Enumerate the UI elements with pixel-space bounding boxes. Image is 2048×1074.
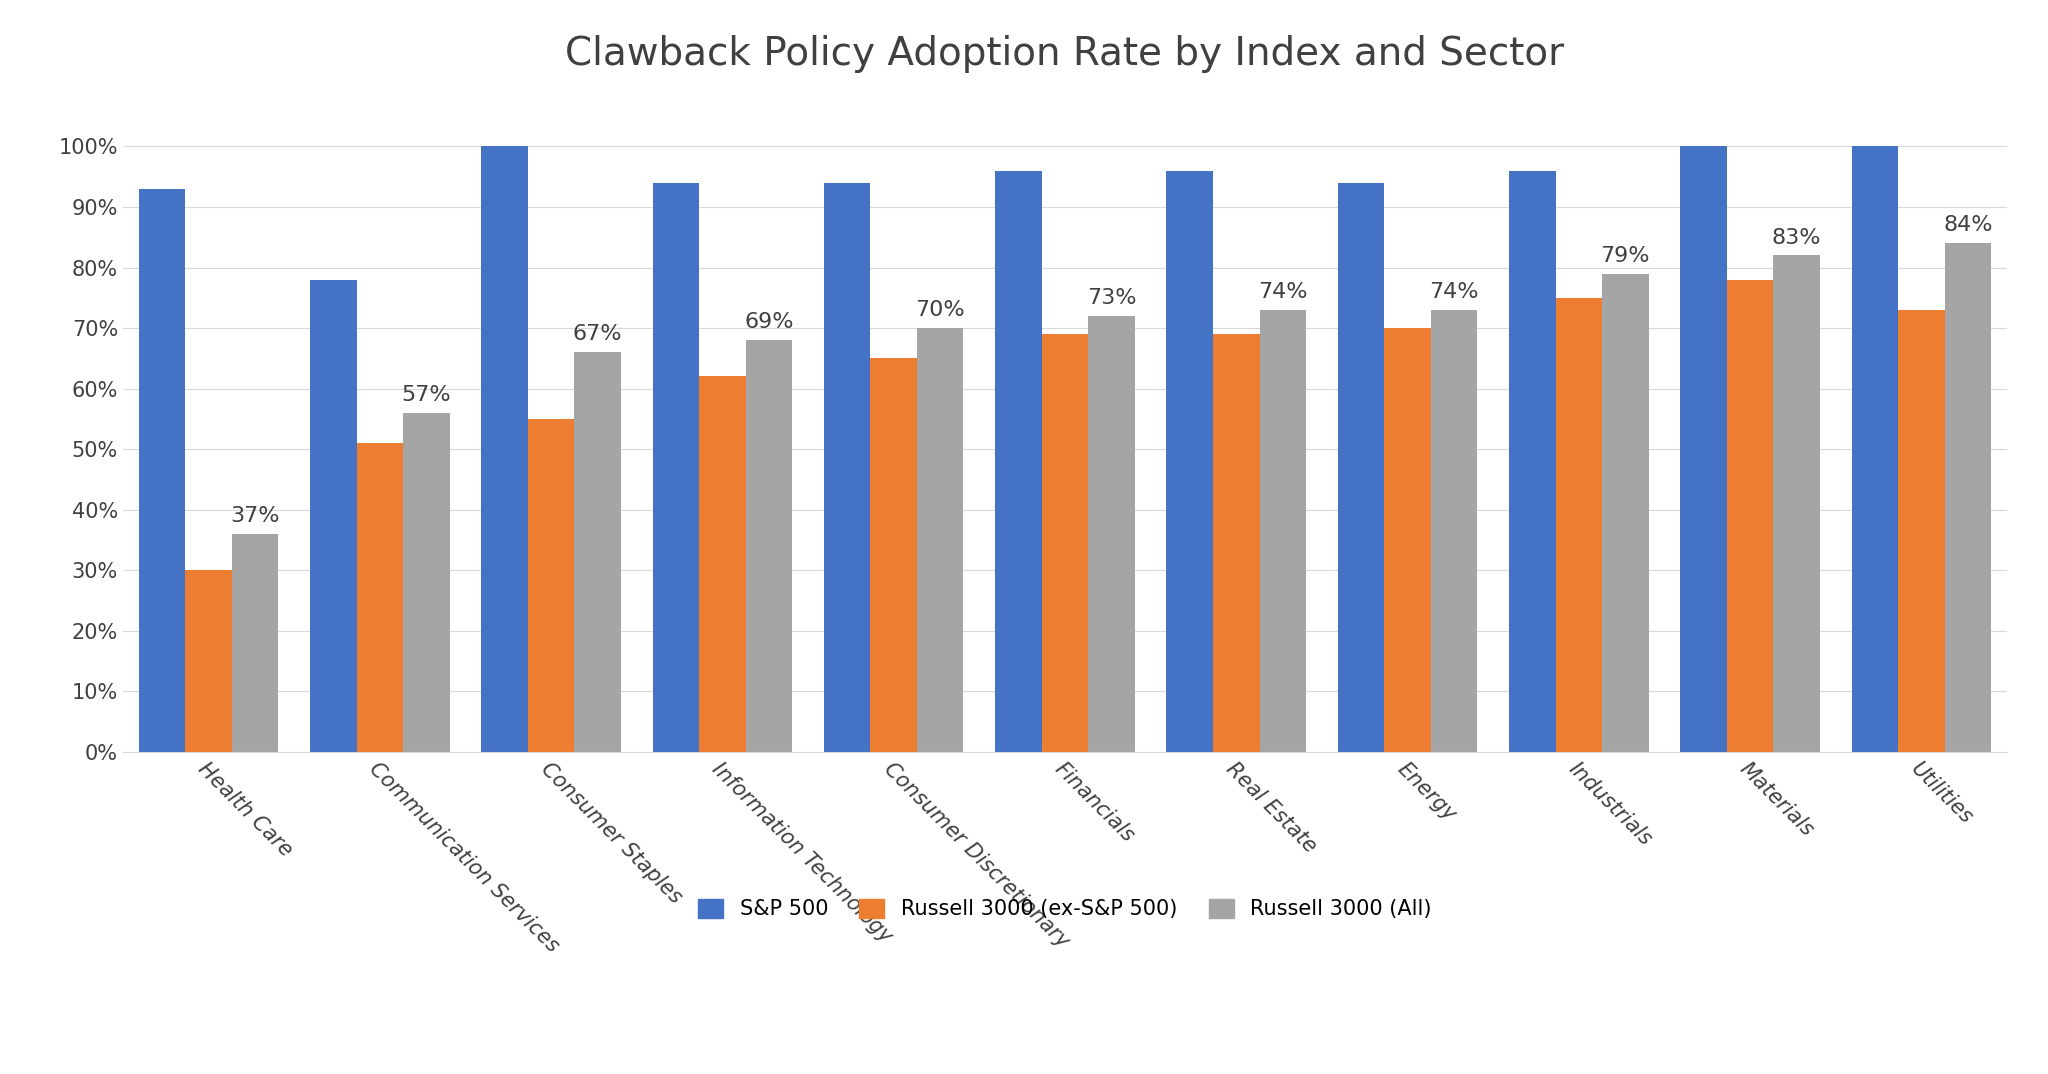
Bar xyxy=(1432,310,1477,752)
Bar xyxy=(823,183,870,752)
Text: 84%: 84% xyxy=(1944,216,1993,235)
Text: 83%: 83% xyxy=(1772,228,1821,247)
Text: 74%: 74% xyxy=(1257,282,1307,302)
Bar xyxy=(1602,274,1649,752)
Bar xyxy=(1087,316,1135,752)
Bar xyxy=(653,183,698,752)
Bar xyxy=(1946,244,1991,752)
Bar xyxy=(1167,171,1212,752)
Bar xyxy=(1726,279,1774,752)
Text: 57%: 57% xyxy=(401,384,451,405)
Bar xyxy=(1556,297,1602,752)
Bar xyxy=(139,189,184,752)
Bar xyxy=(698,377,745,752)
Title: Clawback Policy Adoption Rate by Index and Sector: Clawback Policy Adoption Rate by Index a… xyxy=(565,35,1565,73)
Bar xyxy=(745,340,793,752)
Bar xyxy=(1898,310,1946,752)
Text: 79%: 79% xyxy=(1602,246,1651,265)
Bar xyxy=(918,328,963,752)
Bar xyxy=(403,412,451,752)
Text: 73%: 73% xyxy=(1087,288,1137,308)
Bar xyxy=(1260,310,1307,752)
Bar xyxy=(995,171,1042,752)
Bar xyxy=(309,279,356,752)
Bar xyxy=(573,352,621,752)
Bar xyxy=(1774,256,1821,752)
Text: 74%: 74% xyxy=(1430,282,1479,302)
Bar xyxy=(231,534,279,752)
Bar xyxy=(528,419,573,752)
Legend: S&P 500, Russell 3000 (ex-S&P 500), Russell 3000 (All): S&P 500, Russell 3000 (ex-S&P 500), Russ… xyxy=(690,890,1440,928)
Text: 67%: 67% xyxy=(573,324,623,345)
Bar xyxy=(870,359,918,752)
Text: 37%: 37% xyxy=(229,506,281,526)
Bar xyxy=(1384,328,1432,752)
Bar xyxy=(1212,334,1260,752)
Bar xyxy=(1679,146,1726,752)
Text: 70%: 70% xyxy=(915,301,965,320)
Bar xyxy=(1042,334,1087,752)
Text: 69%: 69% xyxy=(743,313,795,332)
Bar xyxy=(1851,146,1898,752)
Bar xyxy=(1509,171,1556,752)
Bar xyxy=(481,146,528,752)
Bar xyxy=(184,570,231,752)
Bar xyxy=(356,444,403,752)
Bar xyxy=(1337,183,1384,752)
